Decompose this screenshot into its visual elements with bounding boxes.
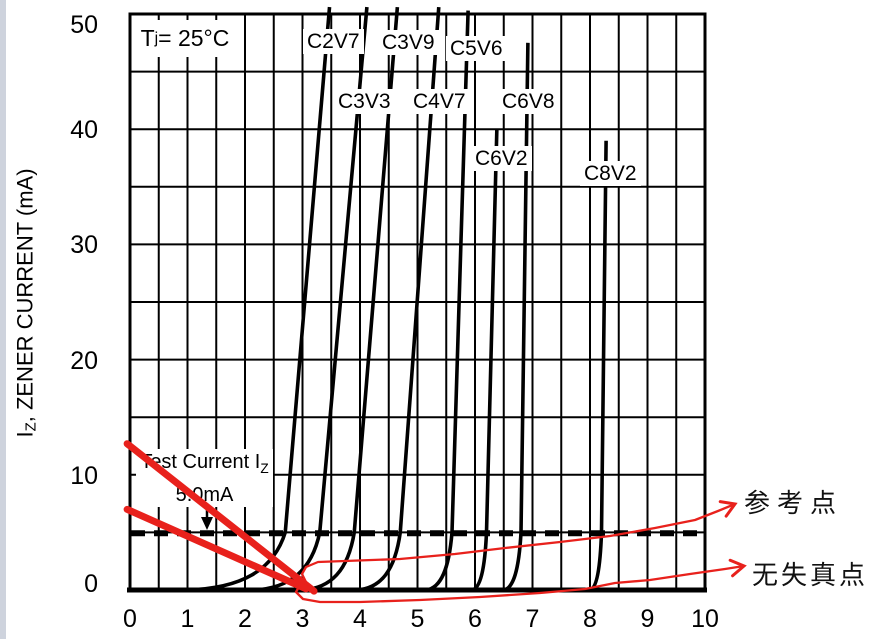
- y-tick-label: 50: [70, 11, 98, 39]
- y-tick-label: 10: [70, 461, 98, 490]
- y-tick-label: 20: [70, 346, 98, 375]
- test-current-label: Test Current IZ 5.0mA: [136, 449, 273, 507]
- load-line: [123, 440, 318, 595]
- curve-c2v7: [187, 6, 332, 592]
- curve-label-c6v2: C6V2: [471, 146, 532, 171]
- pointer-arrow-line: [294, 564, 746, 604]
- x-tick-label: 1: [180, 605, 195, 633]
- x-tick-label: 6: [468, 605, 482, 633]
- iz-subscript: Z: [260, 461, 269, 477]
- test-current-arrow-head: [201, 517, 213, 530]
- tj-symbol: T: [140, 25, 155, 51]
- curve-c6v2: [471, 129, 499, 592]
- page-edge-strip: [0, 0, 6, 639]
- curve-label-c5v6: C5V6: [446, 36, 507, 61]
- pointer-arrow-line: [300, 502, 737, 584]
- x-tick-label: 4: [353, 605, 367, 633]
- x-tick-label: 7: [525, 605, 540, 633]
- curve-c3v9: [302, 6, 400, 592]
- curve-c4v7: [356, 6, 441, 592]
- test-current-line1: Test Current IZ: [140, 451, 269, 477]
- y-tick-label: 40: [70, 116, 98, 145]
- x-tick-label: 3: [295, 605, 310, 633]
- tj-value: = 25°C: [158, 25, 230, 51]
- curve-label-c2v7: C2V7: [303, 29, 364, 54]
- curve-label-c4v7: C4V7: [409, 89, 470, 114]
- curve-label-c3v9: C3V9: [378, 30, 439, 55]
- y-tick-label: 0: [84, 570, 98, 598]
- tj-subscript: j: [154, 29, 159, 47]
- curve-label-c8v2: C8V2: [580, 161, 641, 186]
- label-reference-point: 参考点: [744, 489, 844, 519]
- curve-c6v8: [503, 42, 530, 592]
- curve-label-c3v3: C3V3: [334, 89, 395, 114]
- pointer-arrow-head: [728, 558, 747, 578]
- load-line: [123, 505, 310, 593]
- x-tick-label: 9: [640, 605, 655, 633]
- x-tick-label: 8: [583, 605, 597, 633]
- curve-c5v6: [425, 10, 470, 592]
- pointer-arrow-head: [718, 500, 738, 518]
- curve-c8v2: [589, 140, 608, 592]
- y-tick-label: 30: [70, 231, 98, 260]
- x-tick-label: 2: [238, 605, 252, 633]
- x-tick-label: 0: [123, 605, 137, 633]
- x-tick-label: 5: [410, 605, 425, 633]
- label-no-distortion-point: 无失真点: [752, 561, 869, 591]
- curve-label-c6v8: C6V8: [498, 89, 559, 114]
- x-tick-label: 10: [691, 605, 719, 633]
